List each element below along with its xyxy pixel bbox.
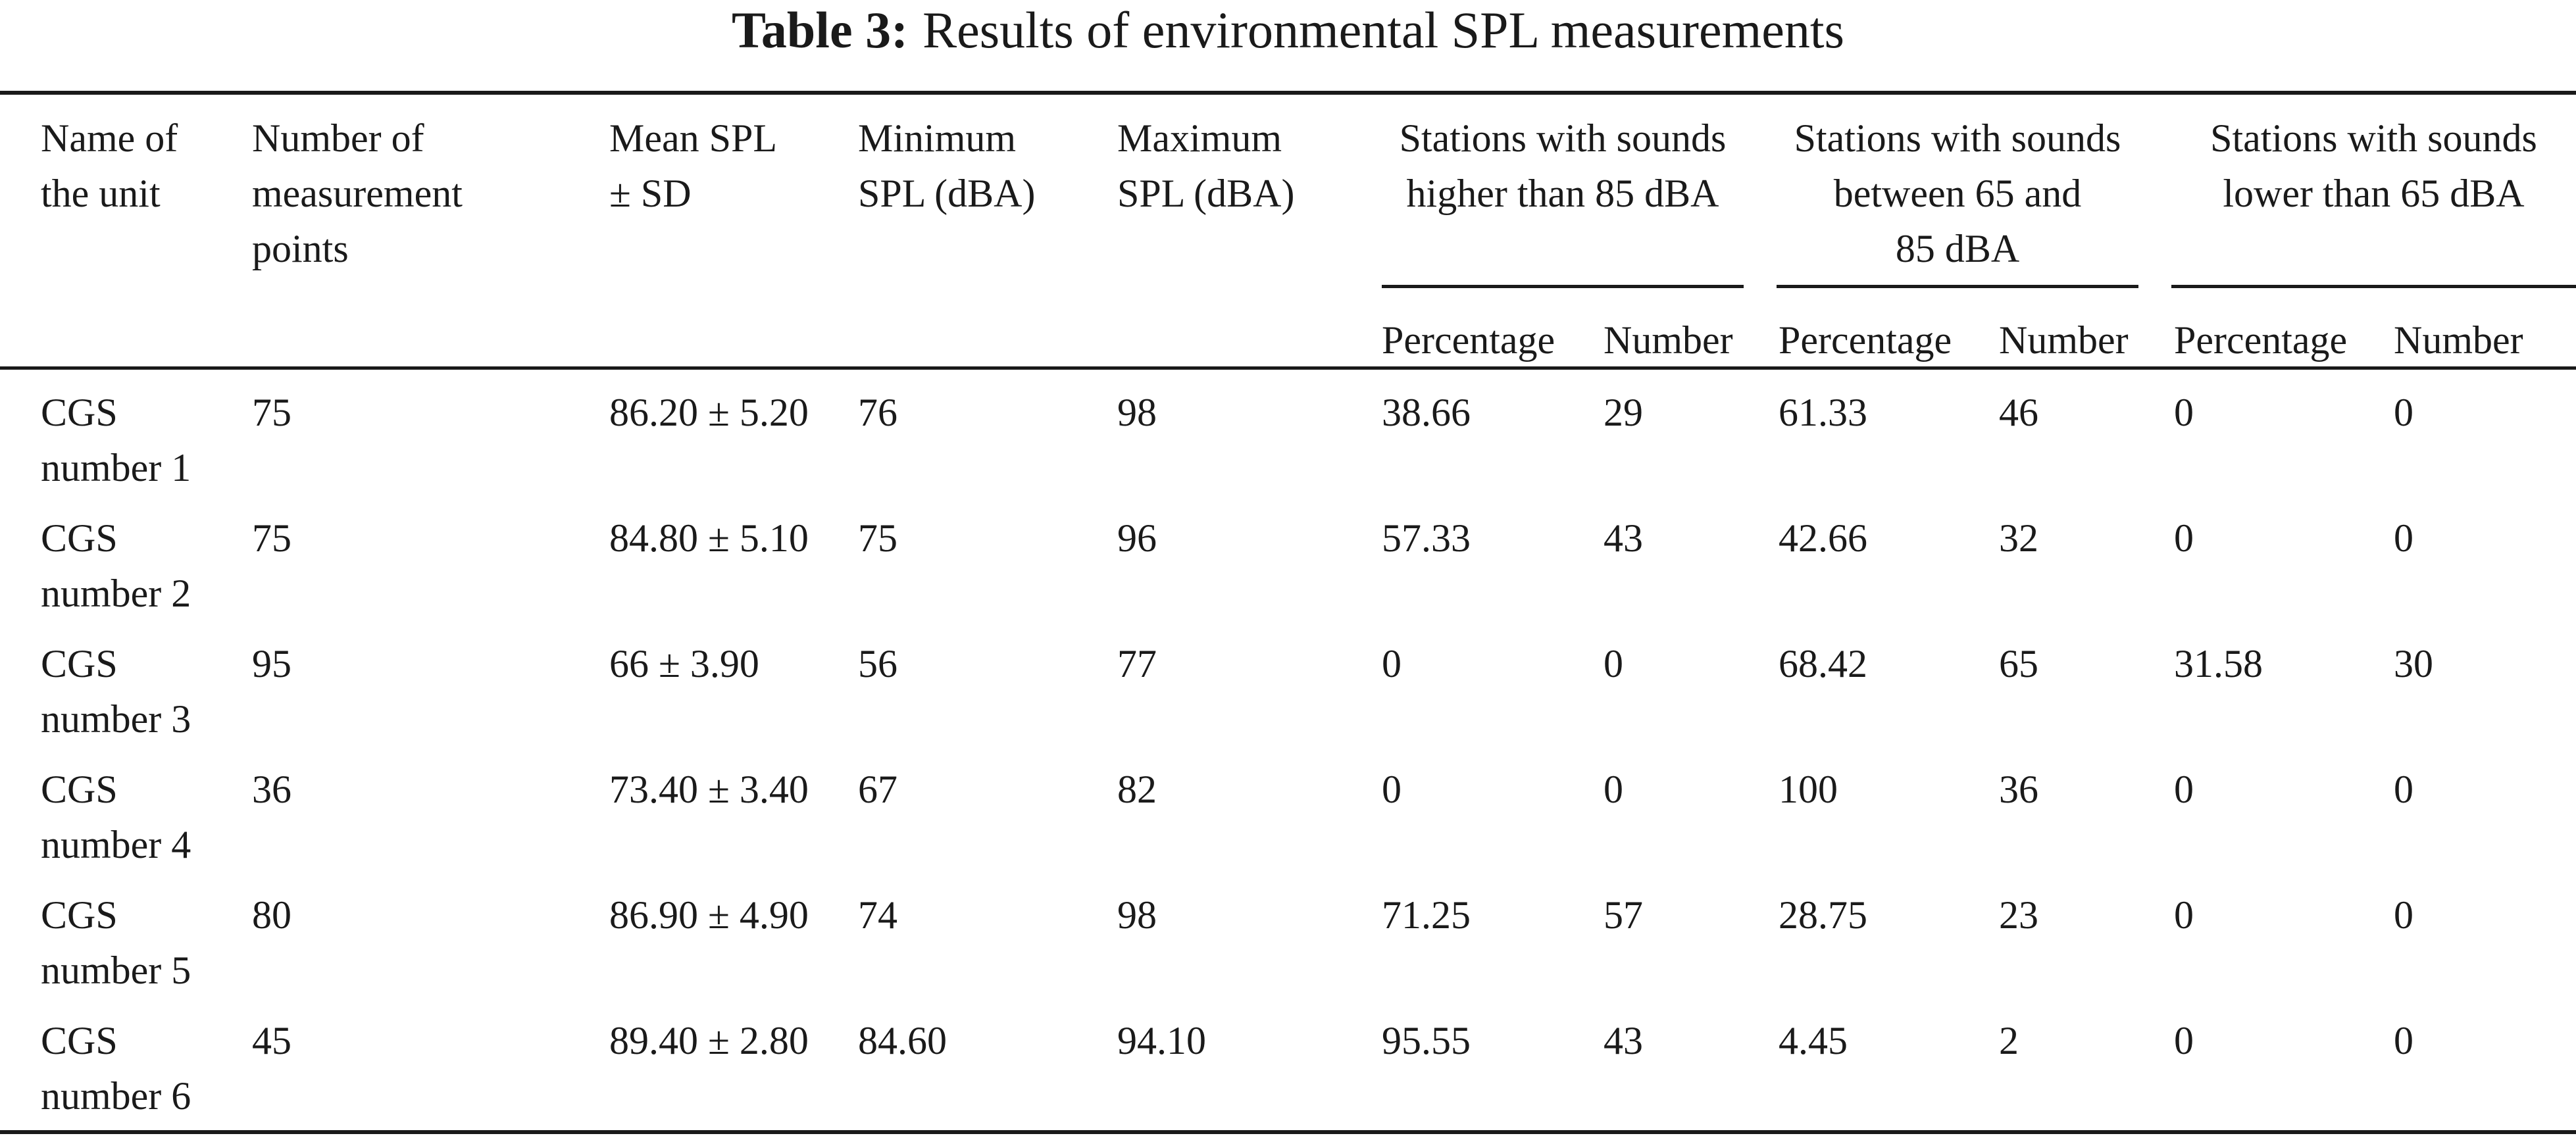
cell-lower-number: 0 bbox=[2394, 1019, 2413, 1062]
cell-higher-percentage: 0 bbox=[1382, 768, 1402, 811]
cell-higher-number: 57 bbox=[1604, 893, 1643, 937]
header-group-higher: Stations with sounds higher than 85 dBA bbox=[1399, 116, 1727, 215]
table-row: CGS number 2 75 84.80 ± 5.10 75 96 57.33 … bbox=[0, 510, 2576, 635]
cell-lower-percentage: 0 bbox=[2174, 516, 2194, 560]
cell-between-percentage: 28.75 bbox=[1779, 893, 1867, 937]
header-measurement-points: Number of measurement points bbox=[252, 116, 463, 270]
cell-points: 95 bbox=[252, 642, 291, 685]
cell-higher-percentage: 71.25 bbox=[1382, 893, 1471, 937]
cell-min: 67 bbox=[858, 768, 897, 811]
cell-between-percentage: 4.45 bbox=[1779, 1019, 1848, 1062]
subheader-higher-number: Number bbox=[1604, 318, 1733, 362]
cell-lower-percentage: 0 bbox=[2174, 1019, 2194, 1062]
header-min-spl: Minimum SPL (dBA) bbox=[858, 116, 1036, 215]
cell-higher-percentage: 57.33 bbox=[1382, 516, 1471, 560]
cell-min: 76 bbox=[858, 391, 897, 434]
table-row: CGS number 5 80 86.90 ± 4.90 74 98 71.25 … bbox=[0, 887, 2576, 1012]
cell-lower-number: 0 bbox=[2394, 391, 2413, 434]
subheader-lower-number: Number bbox=[2394, 318, 2523, 362]
cell-higher-percentage: 0 bbox=[1382, 642, 1402, 685]
cell-between-number: 65 bbox=[1999, 642, 2038, 685]
cell-unit: CGS number 5 bbox=[41, 893, 191, 992]
cell-points: 36 bbox=[252, 768, 291, 811]
group-rule-between bbox=[1777, 285, 2138, 288]
table-caption-title: Results of environmental SPL measurement… bbox=[922, 1, 1844, 59]
cell-between-number: 32 bbox=[1999, 516, 2038, 560]
cell-between-number: 46 bbox=[1999, 391, 2038, 434]
table-row: CGS number 6 45 89.40 ± 2.80 84.60 94.10 … bbox=[0, 1013, 2576, 1138]
cell-min: 74 bbox=[858, 893, 897, 937]
cell-unit: CGS number 6 bbox=[41, 1019, 191, 1118]
cell-higher-number: 0 bbox=[1604, 768, 1623, 811]
cell-points: 75 bbox=[252, 391, 291, 434]
cell-mean: 73.40 ± 3.40 bbox=[609, 768, 809, 811]
cell-mean: 89.40 ± 2.80 bbox=[609, 1019, 809, 1062]
cell-between-percentage: 68.42 bbox=[1779, 642, 1867, 685]
cell-min: 75 bbox=[858, 516, 897, 560]
cell-higher-number: 29 bbox=[1604, 391, 1643, 434]
cell-lower-percentage: 31.58 bbox=[2174, 642, 2263, 685]
cell-max: 82 bbox=[1117, 768, 1157, 811]
cell-unit: CGS number 1 bbox=[41, 391, 191, 489]
cell-unit: CGS number 4 bbox=[41, 768, 191, 866]
cell-unit: CGS number 2 bbox=[41, 516, 191, 615]
cell-min: 56 bbox=[858, 642, 897, 685]
cell-max: 98 bbox=[1117, 391, 1157, 434]
cell-higher-percentage: 95.55 bbox=[1382, 1019, 1471, 1062]
cell-lower-number: 0 bbox=[2394, 893, 2413, 937]
cell-points: 80 bbox=[252, 893, 291, 937]
table-top-rule bbox=[0, 91, 2576, 95]
cell-lower-number: 0 bbox=[2394, 516, 2413, 560]
table-row: CGS number 3 95 66 ± 3.90 56 77 0 0 68.42… bbox=[0, 636, 2576, 761]
subheader-between-number: Number bbox=[1999, 318, 2129, 362]
cell-lower-number: 0 bbox=[2394, 768, 2413, 811]
cell-lower-percentage: 0 bbox=[2174, 391, 2194, 434]
header-group-lower: Stations with sounds lower than 65 dBA bbox=[2210, 116, 2537, 215]
header-group-between: Stations with sounds between 65 and 85 d… bbox=[1794, 116, 2121, 270]
cell-mean: 86.20 ± 5.20 bbox=[609, 391, 809, 434]
subheader-between-percentage: Percentage bbox=[1779, 318, 1952, 362]
group-rule-lower bbox=[2171, 285, 2576, 288]
table-row: CGS number 1 75 86.20 ± 5.20 76 98 38.66 … bbox=[0, 385, 2576, 510]
cell-mean: 84.80 ± 5.10 bbox=[609, 516, 809, 560]
cell-lower-percentage: 0 bbox=[2174, 893, 2194, 937]
cell-lower-percentage: 0 bbox=[2174, 768, 2194, 811]
table-caption: Table 3: Results of environmental SPL mea… bbox=[0, 0, 2576, 72]
subheader-higher-percentage: Percentage bbox=[1382, 318, 1555, 362]
table-caption-label: Table 3: bbox=[732, 1, 909, 59]
cell-max: 77 bbox=[1117, 642, 1157, 685]
cell-min: 84.60 bbox=[858, 1019, 947, 1062]
table-bottom-rule bbox=[0, 1130, 2576, 1134]
cell-lower-number: 30 bbox=[2394, 642, 2433, 685]
group-rule-higher bbox=[1382, 285, 1744, 288]
cell-higher-number: 0 bbox=[1604, 642, 1623, 685]
cell-between-number: 36 bbox=[1999, 768, 2038, 811]
cell-mean: 66 ± 3.90 bbox=[609, 642, 759, 685]
cell-higher-number: 43 bbox=[1604, 516, 1643, 560]
cell-max: 96 bbox=[1117, 516, 1157, 560]
cell-between-percentage: 61.33 bbox=[1779, 391, 1867, 434]
table-header-rule bbox=[0, 366, 2576, 370]
table-row: CGS number 4 36 73.40 ± 3.40 67 82 0 0 10… bbox=[0, 762, 2576, 887]
cell-points: 75 bbox=[252, 516, 291, 560]
header-mean-spl: Mean SPL ± SD bbox=[609, 116, 777, 215]
cell-max: 94.10 bbox=[1117, 1019, 1206, 1062]
subheader-lower-percentage: Percentage bbox=[2174, 318, 2348, 362]
cell-between-percentage: 42.66 bbox=[1779, 516, 1867, 560]
cell-higher-number: 43 bbox=[1604, 1019, 1643, 1062]
cell-mean: 86.90 ± 4.90 bbox=[609, 893, 809, 937]
cell-between-percentage: 100 bbox=[1779, 768, 1838, 811]
cell-higher-percentage: 38.66 bbox=[1382, 391, 1471, 434]
cell-between-number: 2 bbox=[1999, 1019, 2019, 1062]
header-unit-name: Name of the unit bbox=[41, 116, 178, 215]
cell-points: 45 bbox=[252, 1019, 291, 1062]
header-max-spl: Maximum SPL (dBA) bbox=[1117, 116, 1295, 215]
cell-unit: CGS number 3 bbox=[41, 642, 191, 741]
cell-between-number: 23 bbox=[1999, 893, 2038, 937]
cell-max: 98 bbox=[1117, 893, 1157, 937]
